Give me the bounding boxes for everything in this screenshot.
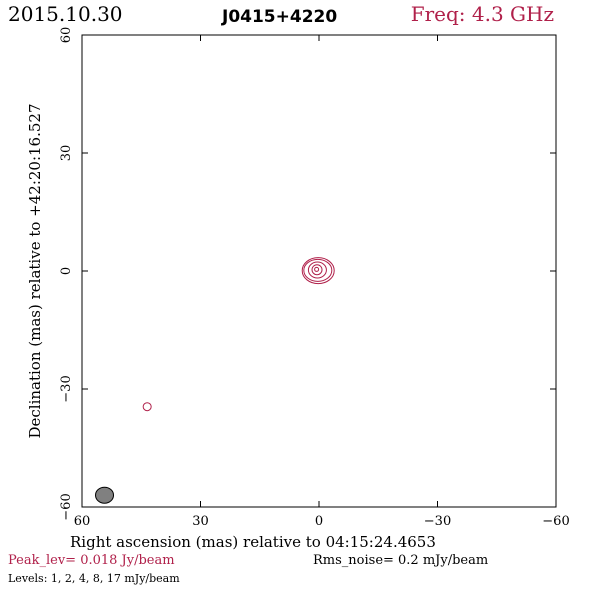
rms-noise: Rms_noise= 0.2 mJy/beam: [313, 553, 489, 568]
contour-line: [307, 261, 327, 279]
y-tick-label: −60: [59, 493, 74, 520]
source-name: J0415+4220: [222, 7, 338, 27]
y-tick-label: 60: [59, 27, 74, 44]
contour-levels: Levels: 1, 2, 4, 8, 17 mJy/beam: [8, 572, 180, 585]
y-tick-label: −30: [59, 375, 74, 402]
x-tick-label: −60: [542, 514, 569, 529]
contour-layer: [142, 257, 335, 412]
x-tick-label: 60: [74, 514, 91, 529]
beam-layer: [95, 486, 115, 504]
frequency-label: Freq: 4.3 GHz: [410, 2, 554, 26]
axis-ticks: [81, 34, 557, 508]
y-tick-label: 0: [59, 267, 74, 275]
contour-line: [301, 257, 335, 285]
beam-ellipse: [95, 486, 115, 504]
axis-tick-labels: 60 30 0 −30 −60 −60 −30 0 30 60: [59, 27, 570, 529]
x-tick-label: 30: [192, 514, 209, 529]
y-tick-label: 30: [59, 145, 74, 162]
contour-line: [142, 402, 152, 412]
y-axis-label: Declination (mas) relative to +42:20:16.…: [26, 103, 44, 438]
x-tick-label: −30: [424, 514, 451, 529]
contour-line: [311, 264, 323, 276]
peak-level: Peak_lev= 0.018 Jy/beam: [8, 553, 175, 568]
contour-line: [303, 258, 333, 282]
plot-frame: [81, 34, 557, 508]
x-axis-label: Right ascension (mas) relative to 04:15:…: [70, 533, 436, 551]
observation-date: 2015.10.30: [8, 2, 123, 26]
contour-line: [314, 266, 320, 272]
x-tick-label: 0: [315, 514, 323, 529]
